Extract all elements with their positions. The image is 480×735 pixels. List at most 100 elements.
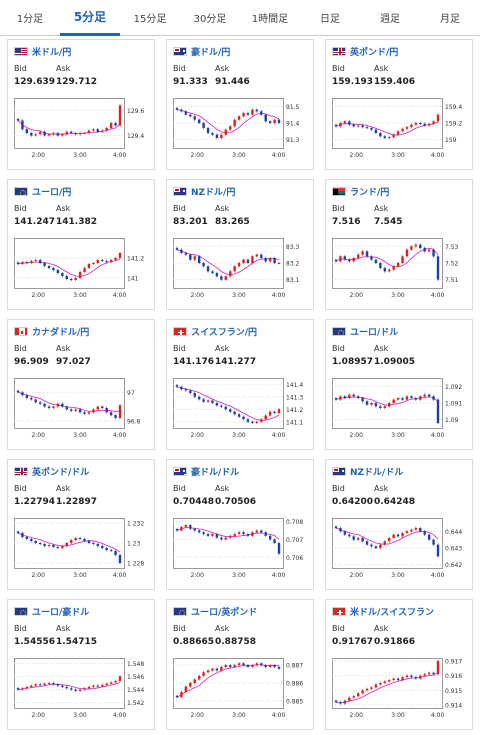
ask-value: 0.64248 <box>374 497 415 507</box>
candle-body <box>189 114 192 117</box>
x-tick-label: 3:00 <box>232 712 246 719</box>
candle-body <box>348 697 351 701</box>
tab-0[interactable]: 1分足 <box>0 0 60 36</box>
rate-card[interactable]: 豪ドル/ドル Bid Ask 0.70448 0.70506 0.708 0.707 0.70… <box>166 459 314 590</box>
y-tick-label: 141 <box>127 276 139 283</box>
mini-chart[interactable]: 0.887 0.886 0.885 2:00 3:00 4:00 <box>173 656 309 720</box>
candle-body <box>401 256 404 263</box>
candle-body <box>379 263 382 268</box>
rate-card[interactable]: 豪ドル/円 Bid Ask 91.333 91.446 91.5 91.4 91.3 2:00 3… <box>166 39 314 170</box>
candle-body <box>220 537 223 540</box>
rate-card[interactable]: ユーロ/英ポンド Bid Ask 0.88665 0.88758 0.887 0.886 0.… <box>166 599 314 730</box>
pair-link[interactable]: 米ドル/円 <box>32 47 72 58</box>
tab-3[interactable]: 30分足 <box>180 0 240 36</box>
rate-card[interactable]: 英ポンド/円 Bid Ask 159.193 159.406 159.4 159.2 159 2… <box>325 39 473 170</box>
tab-4[interactable]: 1時間足 <box>240 0 300 36</box>
pair-link[interactable]: NZドル/ドル <box>350 467 404 478</box>
pair-link[interactable]: 英ポンド/円 <box>350 47 399 58</box>
candle-body <box>233 534 236 536</box>
candle-body <box>410 246 413 250</box>
candle-body <box>220 276 223 280</box>
candle-body <box>268 665 272 667</box>
candle-body <box>30 539 33 541</box>
pair-link[interactable]: カナダドル/円 <box>32 327 90 338</box>
candle-body <box>339 528 342 532</box>
candle-body <box>352 696 355 698</box>
rate-card[interactable]: 米ドル/円 Bid Ask 129.639 129.712 129.6 129.4 2:00 3… <box>7 39 155 170</box>
pair-link[interactable]: ユーロ/円 <box>32 187 72 198</box>
mini-chart[interactable]: 1.232 1.23 1.228 2:00 3:00 4:00 <box>14 516 150 580</box>
candle-body <box>251 532 254 536</box>
rate-card[interactable]: ユーロ/豪ドル Bid Ask 1.54556 1.54715 1.548 1.546 1.5… <box>7 599 155 730</box>
candle-body <box>65 131 68 135</box>
mini-chart[interactable]: 97 96.8 2:00 3:00 4:00 <box>14 376 150 440</box>
rate-card[interactable]: 英ポンド/ドル Bid Ask 1.22794 1.22897 1.232 1.23 1.22… <box>7 459 155 590</box>
rate-card[interactable]: スイスフラン/円 Bid Ask 141.176 141.277 141.4 141.3 14… <box>166 319 314 450</box>
candle-body <box>224 665 227 667</box>
tab-6[interactable]: 週足 <box>360 0 420 36</box>
pair-link[interactable]: 豪ドル/円 <box>191 47 231 58</box>
mini-chart[interactable]: 0.644 0.643 0.642 2:00 3:00 4:00 <box>332 516 468 580</box>
pair-link[interactable]: 英ポンド/ドル <box>32 467 90 478</box>
mini-chart[interactable]: 7.53 7.52 7.51 2:00 3:00 4:00 <box>332 236 468 300</box>
tab-2[interactable]: 15分足 <box>120 0 180 36</box>
pair-link[interactable]: 米ドル/スイスフラン <box>350 607 435 618</box>
rate-card[interactable]: ユーロ/ドル Bid Ask 1.08957 1.09005 1.092 1.091 1.09… <box>325 319 473 450</box>
mini-chart[interactable]: 1.548 1.546 1.544 1.542 2:00 3:00 4:00 <box>14 656 150 720</box>
candle-body <box>92 543 95 544</box>
pair-link[interactable]: スイスフラン/円 <box>191 327 258 338</box>
mini-chart[interactable]: 91.5 91.4 91.3 2:00 3:00 4:00 <box>173 96 309 160</box>
candle-body <box>180 386 183 390</box>
mini-chart[interactable]: 0.917 0.916 0.915 0.914 2:00 3:00 4:00 <box>332 656 468 720</box>
candle-body <box>229 409 232 412</box>
candle-body <box>25 537 29 539</box>
mini-chart[interactable]: 129.6 129.4 2:00 3:00 4:00 <box>14 96 150 160</box>
candle-body <box>38 131 42 135</box>
mini-chart[interactable]: 1.092 1.091 1.09 2:00 3:00 4:00 <box>332 376 468 440</box>
rate-card[interactable]: ランド/円 Bid Ask 7.516 7.545 7.53 7.52 7.51 2:00 3:0… <box>325 179 473 310</box>
candle-body <box>419 396 422 400</box>
candle-body <box>392 134 395 138</box>
candle-body <box>365 401 369 405</box>
rate-card[interactable]: ユーロ/円 Bid Ask 141.247 141.382 141.2 141 2:00 3:0… <box>7 179 155 310</box>
candle-body <box>427 672 431 675</box>
candle-body <box>25 129 29 133</box>
candle-body <box>237 414 241 417</box>
candle-body <box>229 271 232 277</box>
mini-chart[interactable]: 141.4 141.3 141.2 141.1 2:00 3:00 4:00 <box>173 376 309 440</box>
chart-svg: 0.708 0.707 0.706 2:00 3:00 4:00 <box>173 518 303 579</box>
rate-card[interactable]: NZドル/ドル Bid Ask 0.64200 0.64248 0.644 0.643 0.6… <box>325 459 473 590</box>
rate-card[interactable]: カナダドル/円 Bid Ask 96.909 97.027 97 96.8 2:00 3:00 4… <box>7 319 155 450</box>
chart-svg: 97 96.8 2:00 3:00 4:00 <box>14 378 141 439</box>
tab-1[interactable]: 5分足 <box>60 0 120 36</box>
bid-value: 91.333 <box>173 77 208 87</box>
candle-body <box>423 394 426 397</box>
pair-link[interactable]: 豪ドル/ドル <box>191 467 240 478</box>
pair-link[interactable]: ランド/円 <box>350 187 390 198</box>
candle-body <box>211 400 214 403</box>
mini-chart[interactable]: 141.2 141 2:00 3:00 4:00 <box>14 236 150 300</box>
candle-body <box>16 119 20 121</box>
candle-body <box>352 124 355 127</box>
mini-chart[interactable]: 83.3 83.2 83.1 2:00 3:00 4:00 <box>173 236 309 300</box>
pair-link[interactable]: ユーロ/ドル <box>350 327 399 338</box>
y-tick-label: 0.706 <box>286 555 303 562</box>
ask-label: Ask <box>374 64 389 73</box>
x-tick-label: 3:00 <box>73 572 87 579</box>
pair-link[interactable]: ユーロ/豪ドル <box>32 607 90 618</box>
tab-7[interactable]: 月足 <box>420 0 480 36</box>
flag-icon <box>332 466 346 476</box>
pair-link[interactable]: ユーロ/英ポンド <box>191 607 258 618</box>
rate-card[interactable]: NZドル/円 Bid Ask 83.201 83.265 83.3 83.2 83.1 2:00… <box>166 179 314 310</box>
tab-5[interactable]: 日足 <box>300 0 360 36</box>
plot-frame <box>332 658 443 709</box>
candle-body <box>206 400 210 402</box>
y-tick-label: 159.4 <box>445 104 462 111</box>
mini-chart[interactable]: 0.708 0.707 0.706 2:00 3:00 4:00 <box>173 516 309 580</box>
rate-card[interactable]: 米ドル/スイスフラン Bid Ask 0.91767 0.91866 0.917 0.916… <box>325 599 473 730</box>
mini-chart[interactable]: 159.4 159.2 159 2:00 3:00 4:00 <box>332 96 468 160</box>
candle-body <box>184 686 188 692</box>
pair-link[interactable]: NZドル/円 <box>191 187 236 198</box>
candle-body <box>65 686 68 689</box>
bid-value: 0.70448 <box>173 497 214 507</box>
